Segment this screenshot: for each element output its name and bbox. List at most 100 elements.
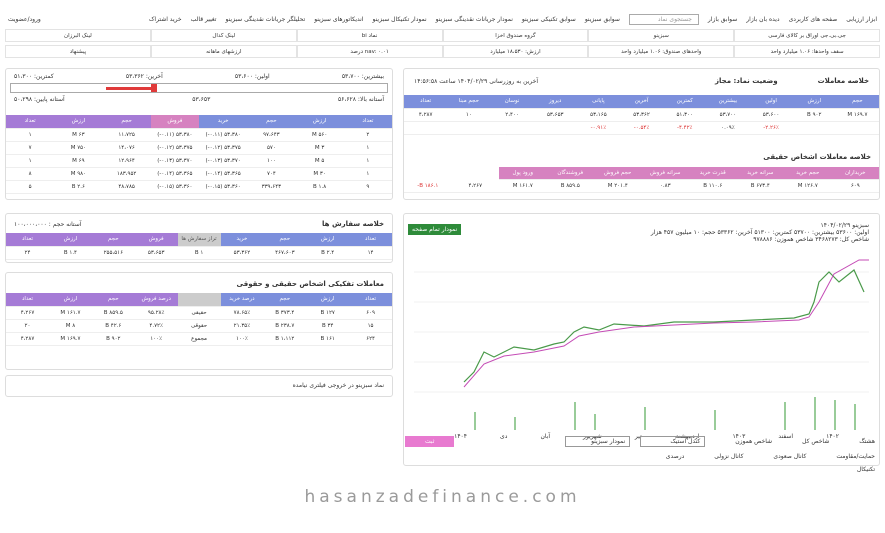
- cell: ۱۴: [349, 246, 392, 260]
- header-cell: سرانه خرید: [736, 166, 784, 180]
- cell: ۵۳،۳۶۵ (۰.۱۴-): [150, 167, 199, 181]
- ma-line: [463, 259, 869, 388]
- info-tab[interactable]: ارزش: ۱۸،۵۳۰ میلیارد: [442, 45, 589, 58]
- table: خریداران حجم خرید سرانه خرید قدرت خرید سرانه…: [404, 166, 879, 193]
- cell: ۵۳،۱۶۵: [576, 108, 620, 122]
- cell: ۱۶۹.۷ M: [49, 332, 92, 346]
- cell: ۳۴ B: [306, 319, 350, 333]
- cell: ۵۳،۶۰۰: [749, 108, 793, 122]
- option[interactable]: کانال نزولی: [714, 453, 744, 460]
- nav-item[interactable]: صفحه های کاربردی: [788, 15, 838, 23]
- select[interactable]: نمودار سبزینو: [565, 436, 631, 447]
- option[interactable]: درصدی: [665, 453, 685, 460]
- cell: مجموع: [177, 332, 221, 346]
- chart-info-line: اولین: ۵۳۶۰۰ بیشترین: ۵۳۷۰۰ کمترین: ۵۱۳۰…: [650, 229, 869, 236]
- cell: ۲۵۵،۵۱۶: [91, 246, 135, 260]
- header-cell: سرانه فروش: [641, 166, 689, 180]
- header-cell: حجم: [835, 95, 879, 109]
- info-tab[interactable]: ارزشهای ماهانه: [150, 45, 297, 58]
- cell: ۱: [343, 141, 392, 155]
- option[interactable]: کانال صعودی: [773, 453, 807, 460]
- price-panel: بیشترین: ۵۳،۷۰۰ اولین: ۵۳،۶۰۰ آخرین: ۵۳،…: [5, 68, 393, 200]
- info-tab[interactable]: nav: ۰.۰۱ درصد: [296, 45, 443, 58]
- nav-item[interactable]: نمودار تکنیکال سبزینو: [372, 15, 427, 23]
- info-tab[interactable]: نماد bi: [296, 29, 443, 42]
- nav-item[interactable]: دیده بان بازار: [746, 15, 780, 23]
- info-tab[interactable]: سبزینو: [588, 29, 735, 42]
- cell: ۵۳،۳۸۰ (۰.۱۱-): [199, 128, 248, 142]
- x-label: ۱۴۰۳: [732, 433, 746, 440]
- option[interactable]: تکنیکال: [856, 466, 875, 473]
- fullscreen-button[interactable]: نمودار تمام صفحه: [408, 224, 462, 235]
- header-cell: حجم مبنا: [447, 95, 491, 109]
- nav-item[interactable]: سوابق سبزینو: [584, 15, 620, 23]
- header-cell: حجم فروش: [594, 166, 642, 180]
- cell: ۱۰۰: [247, 154, 296, 168]
- chart-panel: نمودار تمام صفحه سبزینو ۱۴۰۴/۰۲/۲۹ اولین:…: [403, 213, 880, 466]
- info-tab[interactable]: سقف واحدها: ۱.۰۶ میلیارد واحد: [734, 45, 880, 58]
- info-tab[interactable]: واحدهای صندوق: ۱.۰۶ میلیارد واحد: [588, 45, 735, 58]
- nav-item[interactable]: تحلیلگر جریانات نقدینگی سبزینو: [225, 15, 306, 23]
- cell: ۲۳۸.۷ B: [263, 319, 307, 333]
- submit-button[interactable]: ثبت: [405, 436, 455, 447]
- cell: ۹۸۰ M: [54, 167, 103, 181]
- header-cell: دیروز: [533, 95, 577, 109]
- cell: ۵۷۰: [247, 141, 296, 155]
- price-line: [463, 269, 865, 383]
- info-tab[interactable]: جی.بی.جی اوراق بر کالای فارسی: [734, 29, 880, 42]
- cell: ۳۷۳.۴ B: [263, 306, 307, 320]
- nav-item[interactable]: خرید اشتراک: [149, 15, 182, 23]
- option[interactable]: حمایت/مقاومت: [836, 453, 875, 460]
- chart-info: سبزینو ۱۴۰۴/۰۲/۲۹ اولین: ۵۳۶۰۰ بیشترین: ۵…: [484, 222, 869, 243]
- info-tab[interactable]: لینک کدال: [150, 29, 297, 42]
- info-tab[interactable]: لینک البرزان: [5, 29, 151, 42]
- search-box[interactable]: جستجوی نماد: [628, 13, 699, 25]
- header-cell: تعداد: [6, 233, 49, 247]
- login[interactable]: ورود/عضویت: [8, 15, 41, 23]
- cell: ۱: [343, 154, 392, 168]
- header-cell: ارزش: [306, 233, 350, 247]
- cell: ۱۶۱.۷ M: [499, 179, 547, 193]
- x-label: آبان: [540, 433, 551, 440]
- nav-item[interactable]: ابزار ارزیابی: [846, 15, 877, 23]
- cell: ۱: [343, 167, 392, 181]
- header-cell: تعداد: [343, 115, 392, 129]
- header-cell: اولین: [749, 95, 793, 109]
- high: بیشترین: ۵۳،۷۰۰: [341, 73, 384, 80]
- cell: ۱۰۰٪: [220, 332, 264, 346]
- cell: ۴،۲۶۷: [451, 179, 499, 193]
- option[interactable]: شاخص کل: [802, 438, 830, 445]
- cell: ۸: [6, 167, 55, 181]
- row: ۶۰۹ ۱۲۶.۷ M ۶۷۳.۴ B ۱۱۰.۶ B ۰.۸۳ ۲۰۱.۴ M ۸۵۹.۵…: [404, 179, 879, 193]
- low: کمترین: ۵۱،۳۰۰: [14, 73, 54, 80]
- cell: ۷۵۰ M: [54, 141, 103, 155]
- header-cell: خرید: [199, 115, 248, 129]
- info-tab[interactable]: گروه صندوق اخزا: [442, 29, 589, 42]
- nav-item[interactable]: اندیکاتورهای سبزینو: [314, 15, 364, 23]
- select[interactable]: کندل استیک: [640, 436, 706, 447]
- nav-item[interactable]: نمودار جریانات نقدینگی سبزینو: [435, 15, 513, 23]
- nav-item[interactable]: تغییر قالب: [190, 15, 217, 23]
- cell: حقیقی: [177, 306, 221, 320]
- cell: ۳۰ M: [295, 167, 344, 181]
- cell: ۴،۲۸۷: [404, 108, 448, 122]
- header-cell: ارزش: [54, 115, 103, 129]
- info-tab[interactable]: پیشنهاد: [5, 45, 151, 58]
- option[interactable]: هشتگ: [859, 438, 875, 445]
- cell: ۱.۸ B: [295, 180, 344, 194]
- chart-info-line: شاخص کل: ۳۴۶۸۲۷۳ شاخص هموزن: ۹۷۸۸۸۶: [753, 236, 869, 243]
- table: تعداد ارزش حجم خرید تراز سفارش ها فروش حجم ارزش…: [6, 233, 392, 260]
- nav-item[interactable]: سوابق تکنیکی سبزینو: [521, 15, 576, 23]
- header-cell: فروشندگان: [546, 166, 594, 180]
- header-row: تعداد ارزش حجم درصد خرید درصد فروش حجم ارزش تعد…: [6, 293, 392, 307]
- cell: ۵ M: [295, 154, 344, 168]
- header-cell: قدرت خرید: [689, 166, 737, 180]
- cell: ۴،۲۶۷: [6, 306, 49, 320]
- option[interactable]: شاخص هموزن: [735, 438, 773, 445]
- control-row: تکنیکال: [405, 466, 875, 473]
- cell: ۲۴: [6, 246, 49, 260]
- nav-item[interactable]: سوابق بازار: [707, 15, 738, 23]
